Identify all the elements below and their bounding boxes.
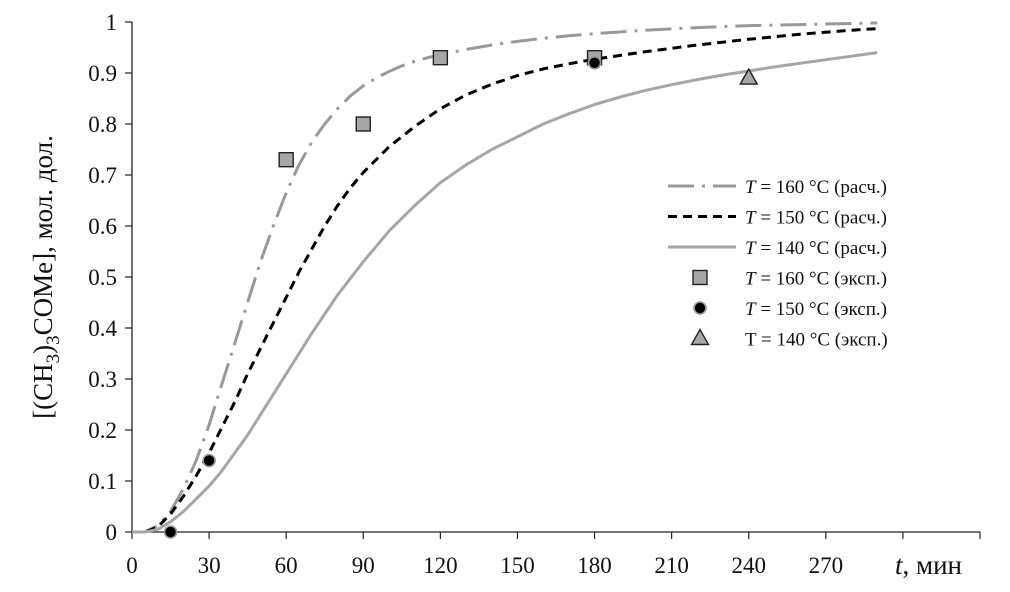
legend-item: T = 140 °C (эксп.)	[690, 328, 888, 351]
legend-label-variable: T	[745, 177, 757, 198]
x-tick-label: 60	[275, 553, 298, 578]
legend-item: T = 150 °C (расч.)	[668, 208, 887, 229]
legend-label-text: T = 140 °C (эксп.)	[745, 330, 888, 351]
data-point-150-exp	[163, 525, 178, 539]
y-tick-label: 0.2	[88, 418, 117, 443]
data-point-150-exp	[202, 453, 216, 468]
legend-label: T = 160 °C (эксп.)	[745, 269, 887, 290]
series-line-140-calc	[132, 51, 878, 534]
legend-item: T = 140 °C (расч.)	[668, 238, 887, 259]
legend-label-variable: T	[745, 269, 757, 290]
legend-item: T = 160 °C (расч.)	[668, 177, 887, 198]
legend-label: T = 140 °C (эксп.)	[745, 330, 888, 351]
y-tick-label: 0.9	[88, 61, 117, 86]
legend-label: T = 160 °C (расч.)	[745, 177, 887, 198]
data-point-160-exp	[432, 50, 449, 66]
series-line-160-calc	[132, 21, 878, 534]
legend-label: T = 150 °C (расч.)	[745, 208, 887, 229]
y-tick-label: 0.5	[88, 265, 117, 290]
plot-area	[132, 21, 878, 539]
legend-label-text: = 160 °C (эксп.)	[756, 269, 887, 290]
x-tick-label: 150	[500, 553, 535, 578]
x-tick-label: 180	[577, 553, 612, 578]
axes: 0 30 60 90 120 150 180 210 240 270 0 0.1 0.2 0.3 0.4 0.…	[88, 10, 981, 578]
x-tick-label: 120	[423, 553, 458, 578]
y-axis-title: [(CH3)3COMe], мол. дол.	[28, 135, 64, 419]
legend-label: T = 150 °C (эксп.)	[745, 299, 887, 320]
data-point-140-exp	[739, 67, 759, 85]
x-axis-unit: , мин	[903, 550, 962, 580]
x-tick-label: 0	[126, 553, 138, 578]
y-axis-title-subscript: 3	[43, 335, 64, 345]
x-tick-label: 210	[654, 553, 689, 578]
y-axis-title-part: [(CH	[28, 363, 58, 419]
data-point-160-exp	[278, 151, 294, 168]
axis-labels: t, мин[(CH3)3COMe], мол. дол.	[28, 135, 962, 580]
x-axis-title: t, мин	[895, 550, 962, 580]
legend: T = 160 °C (расч.)T = 150 °C (расч.)T = …	[668, 177, 888, 351]
legend-marker-swatch	[693, 301, 707, 315]
y-tick-label: 0.1	[88, 469, 117, 494]
legend-marker-swatch	[692, 269, 708, 286]
legend-marker-swatch	[690, 328, 710, 346]
y-tick-label: 0	[106, 520, 118, 545]
legend-item: T = 160 °C (эксп.)	[692, 269, 887, 290]
y-tick-label: 0.7	[88, 163, 117, 188]
y-axis-title-subscript: 3	[43, 354, 64, 364]
legend-item: T = 150 °C (эксп.)	[693, 299, 887, 320]
legend-label-variable: T	[745, 208, 757, 229]
y-axis-title-part: COMe], мол. дол.	[28, 135, 58, 335]
data-point-160-exp	[355, 116, 371, 132]
legend-label-text: = 150 °C (эксп.)	[756, 299, 887, 320]
y-tick-label: 0.4	[88, 316, 117, 341]
x-tick-label: 30	[198, 553, 221, 578]
x-tick-label: 240	[731, 553, 766, 578]
x-tick-label: 270	[809, 553, 844, 578]
y-tick-label: 0.3	[88, 367, 117, 392]
legend-label-text: = 140 °C (расч.)	[756, 238, 887, 259]
y-tick-label: 0.8	[88, 112, 117, 137]
legend-label: T = 140 °C (расч.)	[745, 238, 887, 259]
legend-label-variable: T	[745, 238, 757, 259]
legend-label-text: = 160 °C (расч.)	[756, 177, 887, 198]
y-axis-title-part: )	[28, 345, 58, 354]
y-tick-label: 0.6	[88, 214, 117, 239]
data-point-150-exp	[587, 55, 602, 70]
x-axis-variable: t	[895, 550, 904, 580]
legend-label-variable: T	[745, 299, 757, 320]
legend-label-text: = 150 °C (расч.)	[756, 208, 887, 229]
x-tick-label: 90	[352, 553, 375, 578]
y-tick-label: 1	[106, 10, 118, 35]
